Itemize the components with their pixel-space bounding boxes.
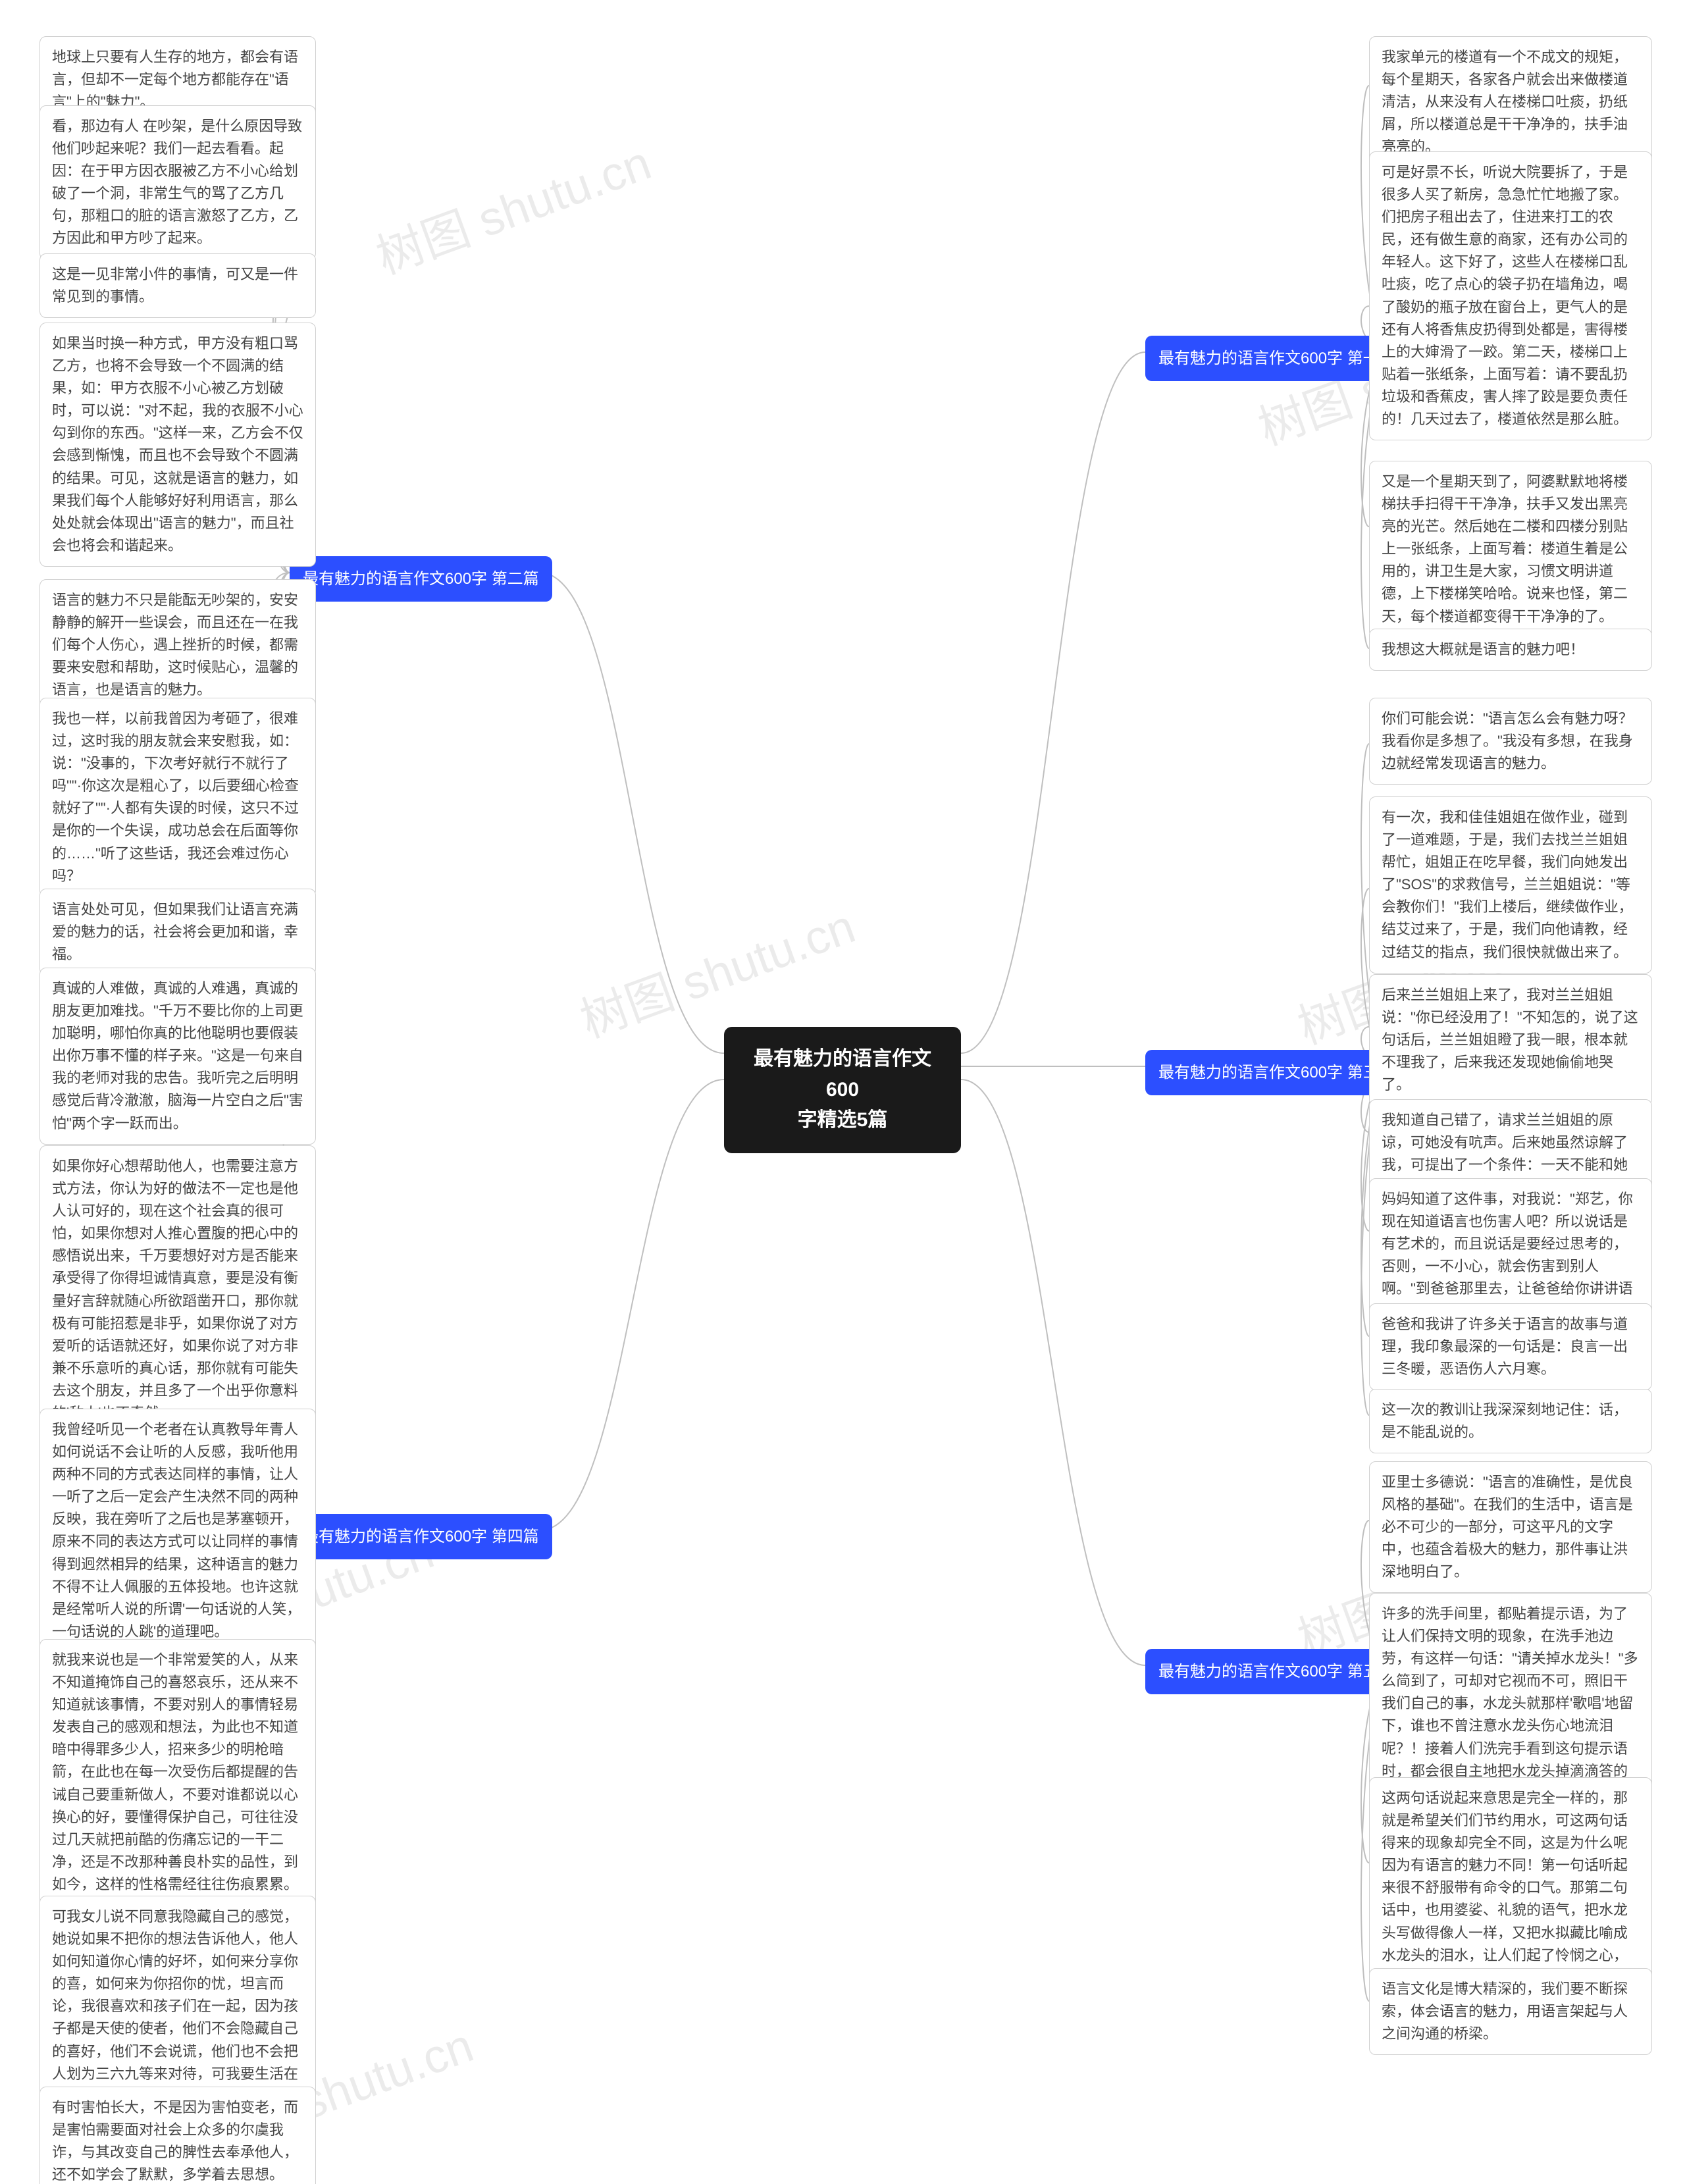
leaf-s4-2: 我曾经听见一个老者在认真教导年青人如何说话不会让听的人反感，我听他用两种不同的方…	[39, 1409, 316, 1653]
leaf-s2-3: 如果当时换一种方式，甲方没有粗口骂乙方，也将不会导致一个不圆满的结果，如：甲方衣…	[39, 323, 316, 567]
section-3: 最有魅力的语言作文600字 第三篇	[1145, 1050, 1408, 1095]
section-4: 最有魅力的语言作文600字 第四篇	[290, 1514, 552, 1559]
leaf-s4-5: 有时害怕长大，不是因为害怕变老，而是害怕需要面对社会上众多的尔虞我诈，与其改变自…	[39, 2087, 316, 2184]
leaf-s2-1: 看，那边有人 在吵架，是什么原因导致他们吵起来呢？我们一起去看看。起因：在于甲方…	[39, 105, 316, 260]
leaf-s5-3: 语言文化是博大精深的，我们要不断探索，体会语言的魅力，用语言架起与人之间沟通的桥…	[1369, 1968, 1652, 2055]
leaf-s1-1: 可是好景不长，听说大院要拆了，于是很多人买了新房，急急忙忙地搬了家。们把房子租出…	[1369, 151, 1652, 440]
leaf-s3-1: 有一次，我和佳佳姐姐在做作业，碰到了一道难题，于是，我们去找兰兰姐姐帮忙，姐姐正…	[1369, 796, 1652, 974]
leaf-s4-0: 真诚的人难做，真诚的人难遇，真诚的朋友更加难找。"千万不要比你的上司更加聪明，哪…	[39, 968, 316, 1145]
leaf-s2-4: 语言的魅力不只是能酝无吵架的，安安静静的解开一些误会，而且还在一在我们每个人伤心…	[39, 579, 316, 711]
leaf-s3-6: 这一次的教训让我深深刻地记住：话，是不能乱说的。	[1369, 1389, 1652, 1453]
section-2: 最有魅力的语言作文600字 第二篇	[290, 556, 552, 602]
leaf-s1-0: 我家单元的楼道有一个不成文的规矩，每个星期天，各家各户就会出来做楼道清洁，从来没…	[1369, 36, 1652, 168]
leaf-s3-0: 你们可能会说："语言怎么会有魅力呀？我看你是多想了。"我没有多想，在我身边就经常…	[1369, 698, 1652, 785]
mindmap-center: 最有魅力的语言作文600字精选5篇	[724, 1027, 961, 1153]
leaf-s3-2: 后来兰兰姐姐上来了，我对兰兰姐姐说："你已经没用了！"不知怎的，说了这句话后，兰…	[1369, 974, 1652, 1106]
leaf-s1-2: 又是一个星期天到了，阿婆默默地将楼梯扶手扫得干干净净，扶手又发出黑亮亮的光芒。然…	[1369, 461, 1652, 638]
leaf-s3-5: 爸爸和我讲了许多关于语言的故事与道理，我印象最深的一句话是：良言一出三冬暖，恶语…	[1369, 1303, 1652, 1390]
leaf-s2-6: 语言处处可见，但如果我们让语言充满爱的魅力的话，社会将会更加和谐，幸福。	[39, 889, 316, 975]
leaf-s5-0: 亚里士多德说："语言的准确性，是优良风格的基础"。在我们的生活中，语言是必不可少…	[1369, 1461, 1652, 1593]
watermark: 树图 shutu.cn	[365, 124, 659, 288]
leaf-s2-5: 我也一样，以前我曾因为考砸了，很难过，这时我的朋友就会来安慰我，如：说："没事的…	[39, 698, 316, 897]
section-1: 最有魅力的语言作文600字 第一篇	[1145, 336, 1408, 381]
leaf-s1-3: 我想这大概就是语言的魅力吧！	[1369, 629, 1652, 671]
leaf-s4-1: 如果你好心想帮助他人，也需要注意方式方法，你认为好的做法不一定也是他人认可好的，…	[39, 1145, 316, 1434]
section-5: 最有魅力的语言作文600字 第五篇	[1145, 1649, 1408, 1694]
leaf-s2-2: 这是一见非常小件的事情，可又是一件常见到的事情。	[39, 253, 316, 318]
